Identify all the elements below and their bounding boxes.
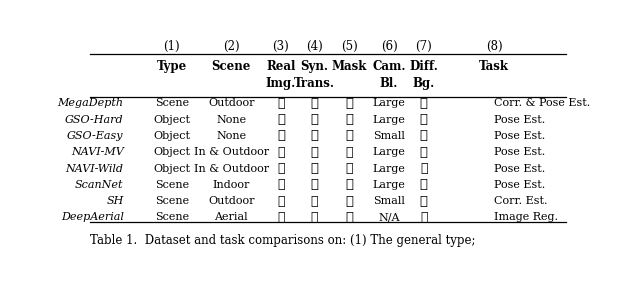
Text: ✓: ✓ (420, 162, 428, 175)
Text: MegaDepth: MegaDepth (58, 98, 124, 108)
Text: ✗: ✗ (420, 195, 428, 208)
Text: ✗: ✗ (346, 129, 353, 142)
Text: N/A: N/A (378, 212, 400, 222)
Text: In & Outdoor: In & Outdoor (194, 164, 269, 174)
Text: Outdoor: Outdoor (208, 196, 255, 206)
Text: ✗: ✗ (277, 129, 285, 142)
Text: Corr. Est.: Corr. Est. (494, 196, 548, 206)
Text: Bl.: Bl. (380, 77, 398, 90)
Text: Corr. & Pose Est.: Corr. & Pose Est. (494, 98, 591, 108)
Text: ✗: ✗ (420, 113, 428, 126)
Text: Pose Est.: Pose Est. (494, 115, 545, 125)
Text: Pose Est.: Pose Est. (494, 147, 545, 157)
Text: Pose Est.: Pose Est. (494, 180, 545, 190)
Text: (7): (7) (415, 40, 432, 53)
Text: Diff.: Diff. (410, 60, 438, 72)
Text: ✗: ✗ (310, 97, 319, 110)
Text: ✗: ✗ (346, 178, 353, 191)
Text: Indoor: Indoor (212, 180, 250, 190)
Text: Image Reg.: Image Reg. (494, 212, 558, 222)
Text: Object: Object (153, 164, 190, 174)
Text: GSO-Hard: GSO-Hard (65, 115, 124, 125)
Text: Large: Large (372, 98, 406, 108)
Text: ✓: ✓ (277, 195, 285, 208)
Text: Scene: Scene (155, 98, 189, 108)
Text: Object: Object (153, 147, 190, 157)
Text: Large: Large (372, 164, 406, 174)
Text: ✗: ✗ (277, 113, 285, 126)
Text: (2): (2) (223, 40, 239, 53)
Text: ✗: ✗ (346, 113, 353, 126)
Text: ✗: ✗ (420, 129, 428, 142)
Text: GSO-Easy: GSO-Easy (67, 131, 124, 141)
Text: Img.: Img. (266, 77, 296, 90)
Text: Scene: Scene (155, 180, 189, 190)
Text: Object: Object (153, 131, 190, 141)
Text: Large: Large (372, 147, 406, 157)
Text: ✗: ✗ (420, 146, 428, 159)
Text: Real: Real (266, 60, 296, 72)
Text: Syn.: Syn. (301, 60, 328, 72)
Text: ✗: ✗ (310, 162, 319, 175)
Text: ✓: ✓ (311, 211, 318, 224)
Text: ✓: ✓ (346, 146, 353, 159)
Text: Small: Small (373, 196, 405, 206)
Text: ✗: ✗ (310, 113, 319, 126)
Text: Task: Task (479, 60, 509, 72)
Text: Mask: Mask (332, 60, 367, 72)
Text: ✗: ✗ (346, 211, 353, 224)
Text: NAVI-Wild: NAVI-Wild (66, 164, 124, 174)
Text: None: None (216, 131, 246, 141)
Text: Scene: Scene (155, 212, 189, 222)
Text: Bg.: Bg. (413, 77, 435, 90)
Text: (3): (3) (273, 40, 289, 53)
Text: ✗: ✗ (310, 129, 319, 142)
Text: ✗: ✗ (420, 178, 428, 191)
Text: (5): (5) (341, 40, 358, 53)
Text: DeepAerial: DeepAerial (61, 212, 124, 222)
Text: ScanNet: ScanNet (75, 180, 124, 190)
Text: ✗: ✗ (420, 97, 428, 110)
Text: (6): (6) (381, 40, 397, 53)
Text: SH: SH (106, 196, 124, 206)
Text: ✓: ✓ (277, 178, 285, 191)
Text: Object: Object (153, 115, 190, 125)
Text: (4): (4) (306, 40, 323, 53)
Text: Aerial: Aerial (214, 212, 248, 222)
Text: ✗: ✗ (346, 195, 353, 208)
Text: NAVI-MV: NAVI-MV (71, 147, 124, 157)
Text: Large: Large (372, 180, 406, 190)
Text: ✓: ✓ (277, 162, 285, 175)
Text: ✗: ✗ (310, 178, 319, 191)
Text: ✓: ✓ (311, 195, 318, 208)
Text: Large: Large (372, 115, 406, 125)
Text: ✓: ✓ (277, 97, 285, 110)
Text: Pose Est.: Pose Est. (494, 164, 545, 174)
Text: Pose Est.: Pose Est. (494, 131, 545, 141)
Text: ✓: ✓ (277, 211, 285, 224)
Text: ✗: ✗ (310, 146, 319, 159)
Text: ✓: ✓ (277, 146, 285, 159)
Text: Scene: Scene (212, 60, 251, 72)
Text: Type: Type (157, 60, 187, 72)
Text: Small: Small (373, 131, 405, 141)
Text: Outdoor: Outdoor (208, 98, 255, 108)
Text: Cam.: Cam. (372, 60, 406, 72)
Text: (1): (1) (163, 40, 180, 53)
Text: ✓: ✓ (346, 162, 353, 175)
Text: In & Outdoor: In & Outdoor (194, 147, 269, 157)
Text: Scene: Scene (155, 196, 189, 206)
Text: ✓: ✓ (420, 211, 428, 224)
Text: None: None (216, 115, 246, 125)
Text: Trans.: Trans. (294, 77, 335, 90)
Text: Table 1.  Dataset and task comparisons on: (1) The general type;: Table 1. Dataset and task comparisons on… (90, 234, 476, 247)
Text: (8): (8) (486, 40, 502, 53)
Text: ✗: ✗ (346, 97, 353, 110)
